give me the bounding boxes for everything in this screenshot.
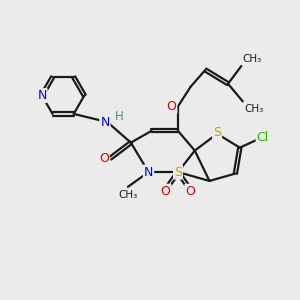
Text: CH₃: CH₃ bbox=[244, 104, 263, 114]
Text: H: H bbox=[115, 110, 124, 123]
Text: N: N bbox=[37, 89, 46, 102]
Text: Cl: Cl bbox=[256, 131, 269, 144]
Text: S: S bbox=[174, 166, 182, 178]
Text: N: N bbox=[144, 166, 153, 178]
Text: O: O bbox=[167, 100, 176, 113]
Text: O: O bbox=[99, 152, 109, 165]
Text: S: S bbox=[213, 126, 221, 139]
Text: N: N bbox=[100, 116, 110, 128]
Text: O: O bbox=[161, 185, 170, 198]
Text: CH₃: CH₃ bbox=[118, 190, 137, 200]
Text: CH₃: CH₃ bbox=[243, 54, 262, 64]
Text: O: O bbox=[185, 185, 195, 198]
